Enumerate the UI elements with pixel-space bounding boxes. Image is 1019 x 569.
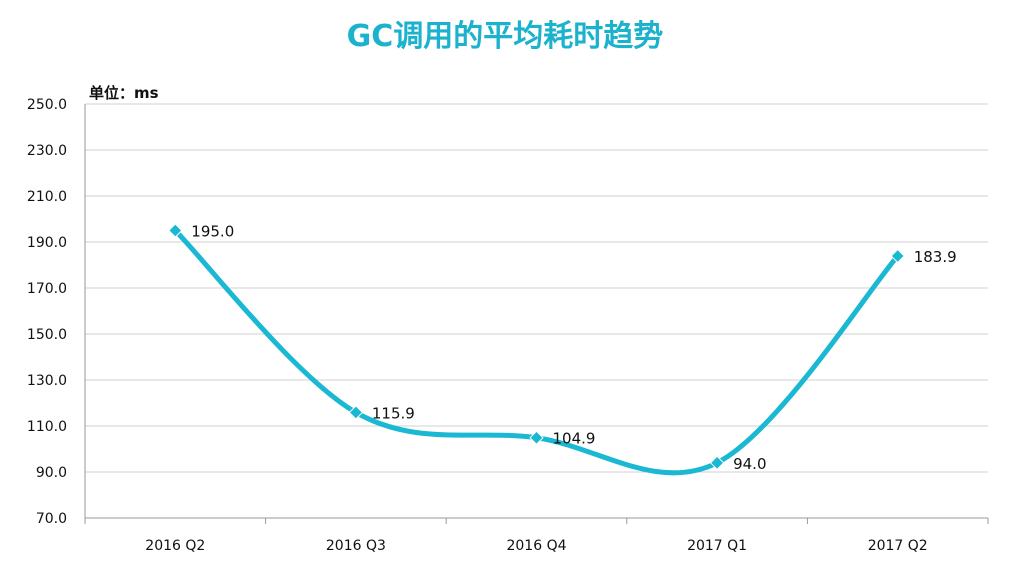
markers: [168, 223, 905, 471]
x-tick-label: 2017 Q2: [868, 538, 928, 554]
data-label: 195.0: [191, 223, 234, 241]
x-tick-label: 2017 Q1: [687, 538, 747, 554]
data-label: 115.9: [372, 404, 415, 422]
y-axis-ticks: 70.0 90.0 110.0 130.0 150.0 170.0 190.0 210.0 23…: [27, 97, 67, 527]
data-point-marker: [348, 405, 364, 420]
x-tick-label: 2016 Q2: [145, 538, 205, 554]
gridlines: [85, 103, 988, 473]
data-point-marker: [168, 223, 183, 238]
y-tick-label: 130.0: [27, 373, 67, 389]
y-tick-label: 110.0: [27, 419, 67, 435]
unit-label: 单位：ms: [89, 84, 159, 102]
data-labels: 195.0 115.9 104.9 94.0 183.9: [191, 223, 956, 473]
y-tick-label: 70.0: [36, 511, 67, 527]
data-point-marker: [890, 248, 905, 264]
x-tick-label: 2016 Q3: [326, 538, 386, 554]
axes: [84, 104, 989, 524]
y-tick-label: 210.0: [27, 189, 67, 205]
y-tick-label: 190.0: [27, 235, 67, 251]
chart-title: GC调用的平均耗时趋势: [347, 19, 664, 54]
y-tick-label: 150.0: [27, 327, 67, 343]
data-label: 183.9: [914, 248, 957, 266]
data-label: 94.0: [733, 455, 766, 473]
y-tick-label: 250.0: [27, 97, 67, 113]
y-tick-label: 90.0: [36, 465, 67, 481]
data-label: 104.9: [553, 430, 596, 448]
y-tick-label: 230.0: [27, 143, 67, 159]
data-point-marker: [529, 430, 544, 445]
y-tick-label: 170.0: [27, 281, 67, 297]
x-tick-label: 2016 Q4: [506, 538, 566, 554]
data-point-marker: [709, 455, 725, 471]
x-axis-ticks: 2016 Q2 2016 Q3 2016 Q4 2017 Q1 2017 Q2: [145, 538, 927, 554]
